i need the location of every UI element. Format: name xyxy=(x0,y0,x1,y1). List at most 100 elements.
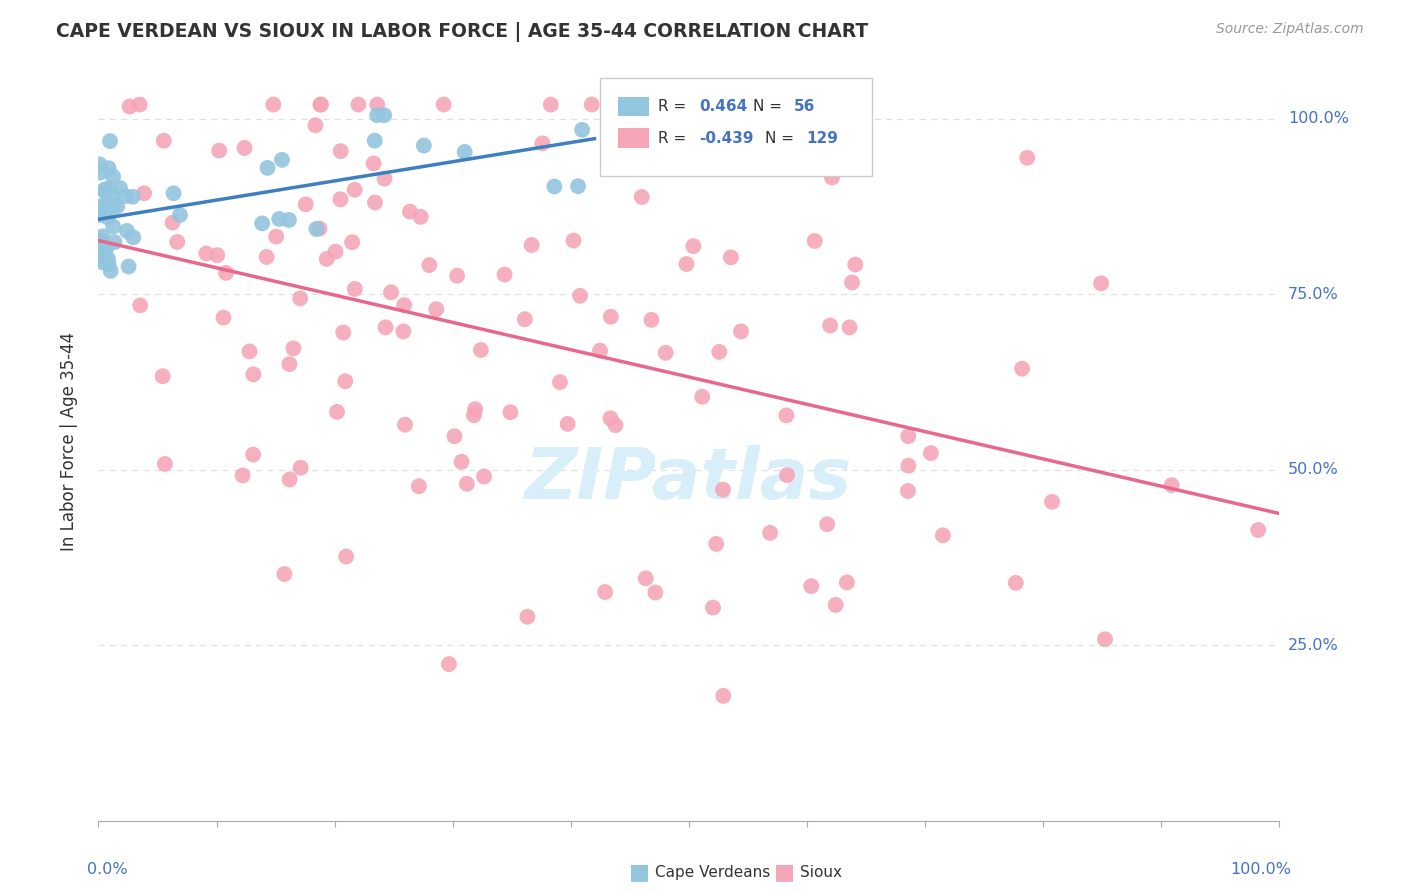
Point xyxy=(821,170,844,185)
Point xyxy=(374,320,396,334)
Text: N =: N = xyxy=(765,131,799,145)
Point xyxy=(702,600,724,615)
Point xyxy=(1004,575,1026,590)
Point xyxy=(100,264,122,278)
Point xyxy=(309,97,332,112)
Point xyxy=(897,483,920,498)
Point xyxy=(343,183,366,197)
Point xyxy=(103,235,125,250)
Point xyxy=(89,246,111,260)
Point xyxy=(96,202,118,217)
Text: 100.0%: 100.0% xyxy=(1230,863,1291,878)
Point xyxy=(838,320,860,334)
Point xyxy=(932,528,955,542)
Point xyxy=(347,97,370,112)
Point xyxy=(711,689,734,703)
Point xyxy=(153,457,176,471)
FancyBboxPatch shape xyxy=(619,128,648,148)
Point xyxy=(162,186,184,201)
Point xyxy=(343,282,366,296)
Point xyxy=(98,134,121,148)
Point xyxy=(364,134,387,148)
Point xyxy=(1094,632,1116,647)
Point xyxy=(89,202,111,217)
Text: ZIPatlas: ZIPatlas xyxy=(526,445,852,514)
Point xyxy=(366,108,388,122)
Point xyxy=(294,197,316,211)
Point xyxy=(309,97,332,112)
Point xyxy=(776,468,799,483)
Point xyxy=(494,268,516,282)
Point xyxy=(207,248,229,262)
Point xyxy=(89,202,111,216)
Point xyxy=(97,211,120,225)
Point xyxy=(315,252,337,266)
Point xyxy=(90,234,112,248)
Point xyxy=(463,408,485,422)
Point xyxy=(117,260,139,274)
Text: 56: 56 xyxy=(794,99,815,114)
Point xyxy=(920,446,942,460)
Point xyxy=(96,241,118,255)
Text: 0.0%: 0.0% xyxy=(87,863,127,878)
Point xyxy=(283,342,305,356)
Point xyxy=(335,549,357,564)
Text: Source: ZipAtlas.com: Source: ZipAtlas.com xyxy=(1216,22,1364,37)
Point xyxy=(215,266,238,280)
Point xyxy=(308,221,330,235)
Text: 100.0%: 100.0% xyxy=(1288,112,1348,126)
Point xyxy=(101,169,124,184)
Point xyxy=(97,181,120,195)
Point xyxy=(446,268,468,283)
Point xyxy=(89,208,111,222)
Point xyxy=(91,255,114,269)
Text: ■: ■ xyxy=(775,863,794,882)
Point xyxy=(329,192,352,206)
Point xyxy=(433,97,456,112)
Point xyxy=(89,166,111,180)
Point xyxy=(720,250,742,264)
Point xyxy=(835,575,858,590)
Point xyxy=(169,208,191,222)
Point xyxy=(329,144,352,158)
Point xyxy=(392,325,415,339)
Point xyxy=(332,326,354,340)
Point xyxy=(256,250,278,264)
Text: R =: R = xyxy=(658,99,692,114)
Point xyxy=(96,199,118,213)
Text: N =: N = xyxy=(752,99,786,114)
Point xyxy=(1090,277,1112,291)
Point xyxy=(208,144,231,158)
Point xyxy=(363,156,385,170)
Point xyxy=(195,246,218,260)
Point xyxy=(824,598,846,612)
Point xyxy=(557,417,579,431)
Point xyxy=(453,145,475,159)
Point xyxy=(232,468,254,483)
Point xyxy=(630,190,652,204)
Point xyxy=(373,108,395,122)
Text: -0.439: -0.439 xyxy=(700,131,754,145)
Point xyxy=(897,458,920,473)
Point xyxy=(1247,523,1270,537)
Text: Sioux: Sioux xyxy=(800,865,842,880)
Point xyxy=(91,229,114,244)
Point xyxy=(778,98,800,112)
Text: 50.0%: 50.0% xyxy=(1288,462,1339,477)
Point xyxy=(841,276,863,290)
Text: CAPE VERDEAN VS SIOUX IN LABOR FORCE | AGE 35-44 CORRELATION CHART: CAPE VERDEAN VS SIOUX IN LABOR FORCE | A… xyxy=(56,22,869,42)
Point xyxy=(634,571,657,585)
Point xyxy=(675,257,697,271)
Text: ■: ■ xyxy=(630,863,650,882)
Point xyxy=(540,97,562,112)
Point xyxy=(269,211,291,226)
Point xyxy=(569,289,592,303)
Point xyxy=(412,138,434,153)
Point xyxy=(654,346,676,360)
Point xyxy=(278,357,301,371)
Point xyxy=(1011,361,1033,376)
Point xyxy=(94,241,117,255)
Point xyxy=(800,579,823,593)
Point xyxy=(103,198,125,212)
Point xyxy=(704,537,727,551)
